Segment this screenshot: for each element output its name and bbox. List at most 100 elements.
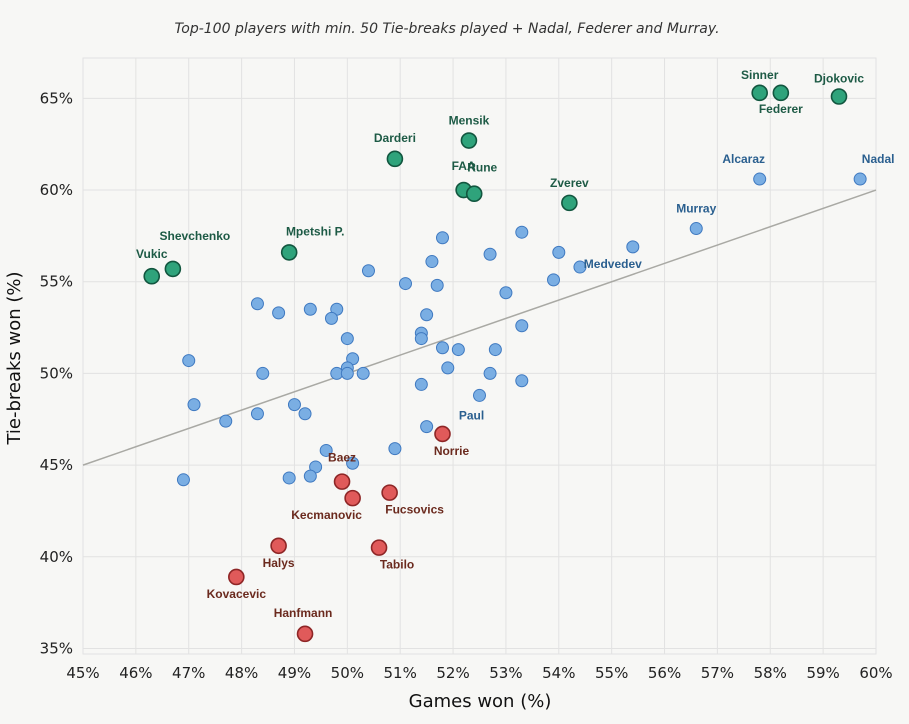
point-label: Halys [263,556,295,570]
point-average [420,308,434,322]
point-average [250,407,264,421]
x-axis-ticks: 45% 46% 47% 48% 49% 50% 51% 52% 53% 54% 55% 56% 57% 5… [66,664,892,682]
point-average [515,374,529,388]
point-label: Baez [328,451,356,465]
point-average [287,398,301,412]
point-average [356,366,370,380]
point-average [176,473,190,487]
point-average [552,245,566,259]
point-average [398,277,412,291]
point-below-kovacevic [228,568,245,586]
point-label: Fucsovics [385,503,444,517]
y-tick-label: 40% [40,548,73,566]
y-tick-label: 60% [40,181,73,199]
point-above-shevchenko [164,260,182,278]
point-average [483,247,497,261]
point-below-baez [333,473,351,490]
y-tick-label: 50% [40,364,73,382]
point-average [303,302,317,316]
y-axis-label: Tie-breaks won (%) [4,271,25,445]
point-label: Hanfmann [274,606,333,620]
point-label: Norrie [434,444,470,458]
point-above-sinner [751,84,768,102]
point-above-federer [772,84,790,102]
x-tick-label: 56% [648,664,681,682]
point-label: Rune [467,161,497,175]
point-label: Medvedev [584,257,642,271]
point-average [430,278,444,292]
grid [82,57,877,655]
trend-line [82,189,877,466]
point-label: FAA [452,159,476,173]
point-average [420,420,434,434]
point-label: Kecmanovic [291,508,362,522]
point-average [515,225,529,239]
point-above-darderi [386,150,404,168]
point-average [573,260,587,274]
point-average [219,414,233,428]
point-average [319,443,333,457]
y-axis-ticks: 35% 40% 45% 50% 55% 60% 65% [40,89,73,657]
point-below-halys [270,537,287,555]
point-above-zverev [561,194,578,212]
point-labels-group: Alcaraz Nadal Murray Medvedev Paul Sinner Fede… [136,68,895,620]
point-label: Djokovic [814,72,864,86]
point-below-fucsovics [381,484,398,501]
x-tick-label: 45% [66,664,99,682]
point-average [256,366,270,380]
point-average-nadal [853,172,867,186]
point-average [499,286,513,300]
x-tick-label: 52% [436,664,469,682]
point-average [250,297,264,311]
point-above-rune [465,185,483,203]
x-tick-label: 57% [701,664,734,682]
point-above-mpetshi-p [280,244,298,261]
y-tick-label: 35% [40,639,73,657]
x-tick-label: 49% [278,664,311,682]
point-average [515,319,529,333]
point-average [324,311,338,325]
point-above-vukic [143,267,161,285]
point-average [441,361,455,375]
point-average-medvedev [626,240,640,254]
point-below-tabilo [370,539,388,556]
point-label: Alcaraz [722,152,765,166]
point-label: Shevchenko [160,229,231,243]
point-label: Paul [459,408,484,422]
point-average [361,264,375,278]
point-average [187,398,201,412]
point-above-mensik [460,132,478,149]
x-tick-label: 60% [859,664,892,682]
point-label: Mpetshi P. [286,224,344,238]
point-label: Mensik [449,114,490,128]
point-average [298,407,312,421]
point-below-hanfmann [296,625,314,643]
x-tick-label: 51% [384,664,417,682]
point-average [182,354,196,368]
point-label: Nadal [862,152,895,166]
point-average [340,366,354,380]
point-average [272,306,286,320]
point-average [282,471,296,485]
points-group [143,84,867,643]
point-average [425,255,439,269]
x-tick-label: 58% [754,664,787,682]
point-average [414,332,428,346]
point-label: Murray [676,202,716,216]
x-tick-label: 50% [331,664,364,682]
point-average [388,442,402,456]
y-tick-label: 45% [40,456,73,474]
point-label: Kovacevic [207,587,267,601]
x-tick-label: 55% [595,664,628,682]
x-tick-label: 48% [225,664,258,682]
point-label: Tabilo [380,558,414,572]
point-average [414,377,428,391]
point-average [346,456,360,470]
point-average-murray [689,222,703,236]
x-tick-label: 47% [172,664,205,682]
point-average [435,341,449,355]
x-tick-label: 46% [119,664,152,682]
y-tick-label: 65% [40,89,73,107]
